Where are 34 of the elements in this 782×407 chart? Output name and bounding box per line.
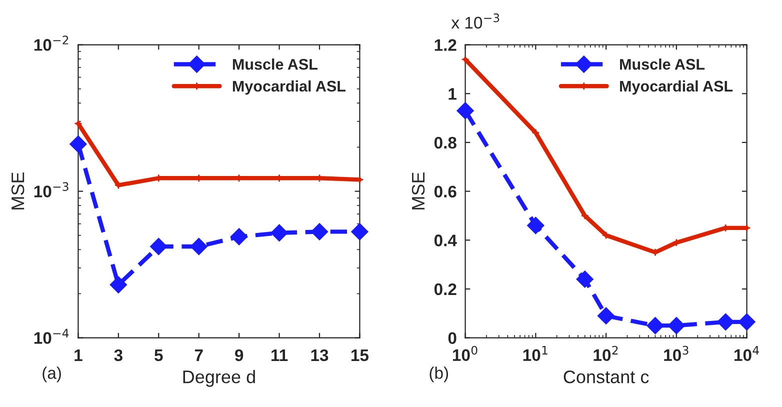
- x-tick-label: 5: [154, 350, 163, 362]
- y-tick-label: 0: [448, 332, 456, 344]
- y-tick-label: 10$^{−2}$: [34, 36, 68, 51]
- x-tick-label: 13: [311, 349, 328, 362]
- x-axis-title: Degree d: [183, 370, 255, 387]
- x-tick-label: 10$^{0}$: [453, 346, 478, 362]
- x-tick-label: 10$^{1}$: [523, 346, 548, 362]
- legend-label: Myocardial ASL: [232, 80, 346, 95]
- y-axis-title: MSE: [11, 172, 24, 210]
- y-tick-label: 10$^{−4}$: [34, 328, 69, 344]
- y-tick-label: 1: [448, 88, 456, 100]
- text: x 10$^{−3}$: [451, 13, 500, 29]
- x-tick-label: 1: [74, 350, 82, 361]
- y-tick-label: 1.2: [434, 39, 456, 51]
- text: (b): [430, 366, 448, 382]
- x-tick-label: 10$^{3}$: [664, 346, 688, 362]
- x-tick-label: 9: [235, 349, 244, 362]
- legend-label: Myocardial ASL: [620, 80, 733, 95]
- legend-label: Muscle ASL: [232, 58, 318, 70]
- x-tick-label: 10$^{2}$: [594, 346, 618, 362]
- y-tick-label: 0.6: [434, 186, 456, 198]
- y-tick-label: 0.2: [434, 283, 456, 296]
- x-axis-title: Constant c: [564, 370, 649, 384]
- x-tick-label: 7: [194, 350, 203, 361]
- y-tick-label: 10$^{−3}$: [34, 182, 68, 198]
- x-tick-label: 15: [352, 350, 369, 362]
- text: (a): [42, 366, 61, 382]
- y-tick-label: 0.4: [434, 234, 457, 246]
- x-tick-label: 11: [272, 350, 288, 361]
- legend-label: Muscle ASL: [620, 58, 705, 70]
- y-axis-title: MSE: [412, 172, 425, 210]
- x-tick-label: 10$^{4}$: [734, 346, 759, 362]
- y-tick-label: 0.8: [434, 136, 456, 149]
- x-tick-label: 3: [114, 349, 122, 362]
